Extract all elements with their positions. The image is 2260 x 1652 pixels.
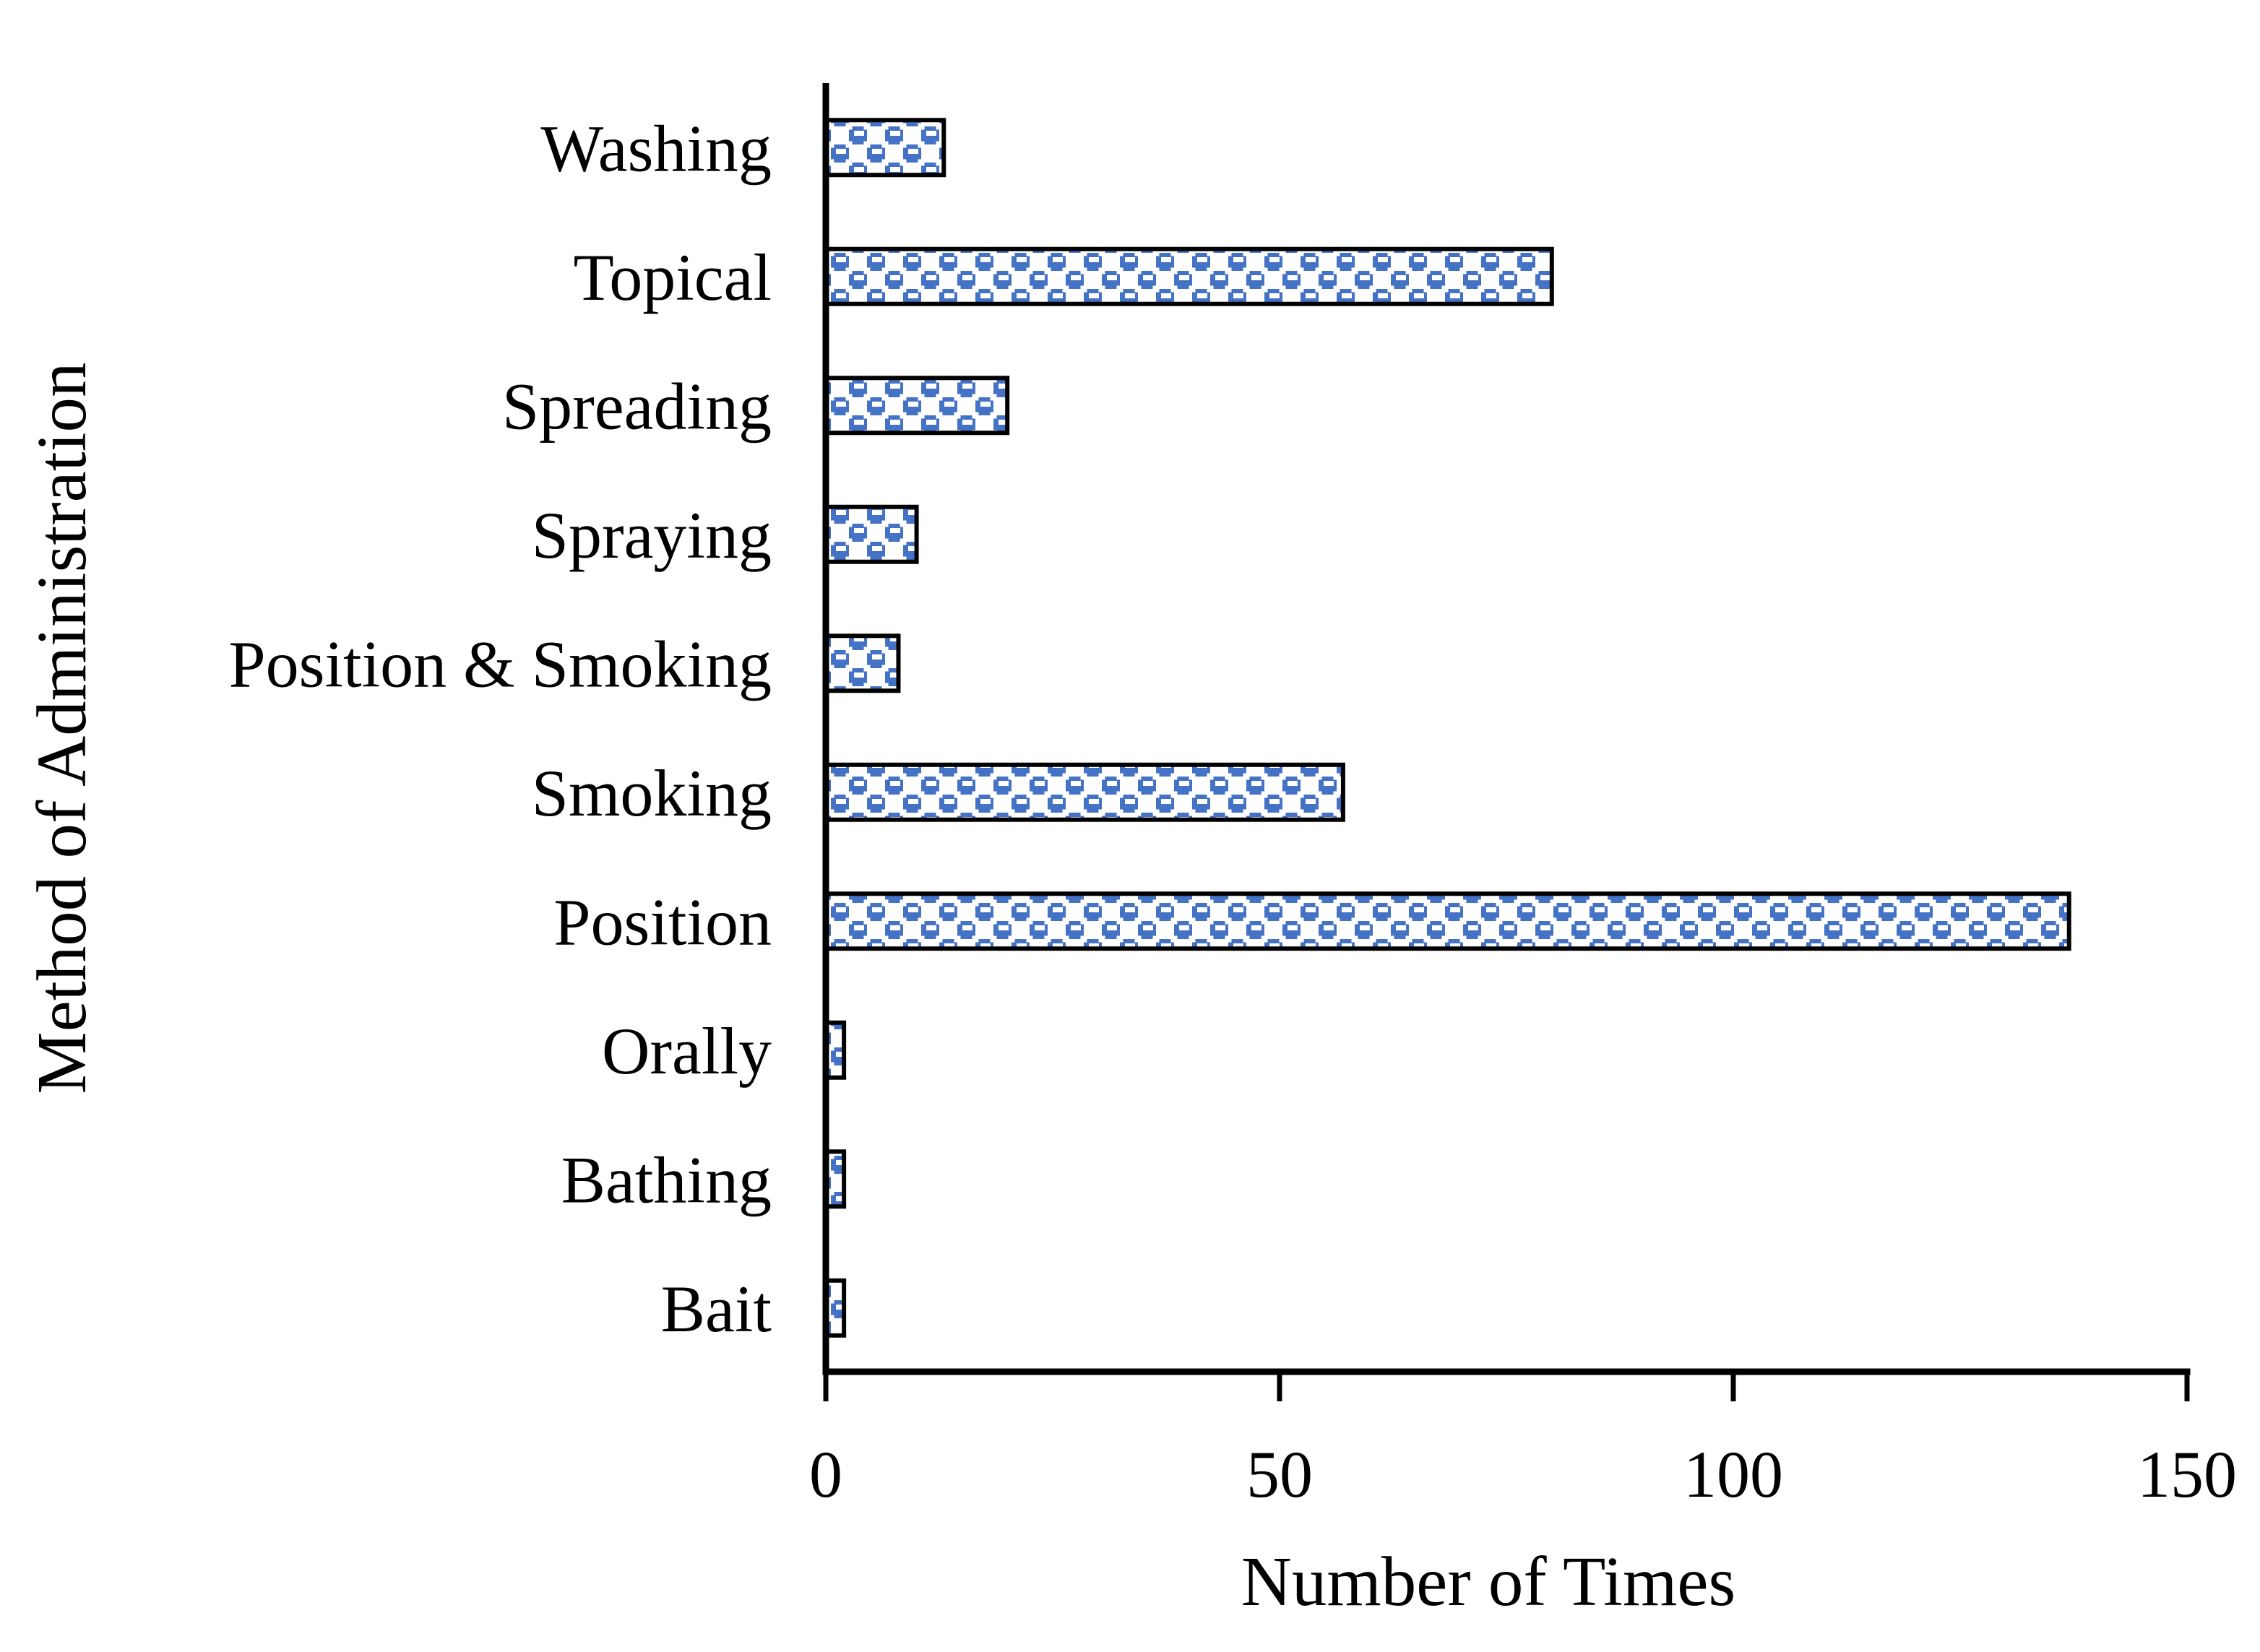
bar-washing (824, 118, 946, 178)
category-label-position: Position (553, 885, 772, 959)
bar-spreading (824, 376, 1010, 436)
bar-spraying (824, 504, 919, 564)
x-ticks-group: 0 50 100 150 (809, 1372, 2237, 1511)
x-tick-label-150: 150 (2137, 1437, 2237, 1511)
x-tick-label-50: 50 (1246, 1437, 1313, 1511)
category-label-bathing: Bathing (561, 1143, 772, 1216)
category-label-spraying: Spraying (532, 498, 772, 572)
x-tick-label-0: 0 (809, 1437, 842, 1511)
bars-group (824, 118, 2071, 1338)
category-label-spreading: Spreading (502, 369, 772, 443)
category-label-bait: Bait (661, 1272, 772, 1346)
category-label-topical: Topical (573, 241, 772, 314)
category-label-washing: Washing (540, 111, 772, 185)
bar-position-smoking (824, 633, 901, 693)
category-labels-group: Washing Topical Spreading Spraying Position … (229, 111, 772, 1346)
category-label-smoking: Smoking (532, 756, 772, 830)
y-axis-title: Method of Administration (23, 362, 100, 1094)
category-label-orally: Orally (602, 1014, 772, 1088)
bar-topical (824, 246, 1554, 306)
bar-position (824, 891, 2071, 951)
x-tick-label-100: 100 (1683, 1437, 1783, 1511)
bar-smoking (824, 762, 1345, 822)
category-label-position-smoking: Position & Smoking (229, 627, 772, 701)
x-axis-title: Number of Times (1241, 1543, 1735, 1620)
